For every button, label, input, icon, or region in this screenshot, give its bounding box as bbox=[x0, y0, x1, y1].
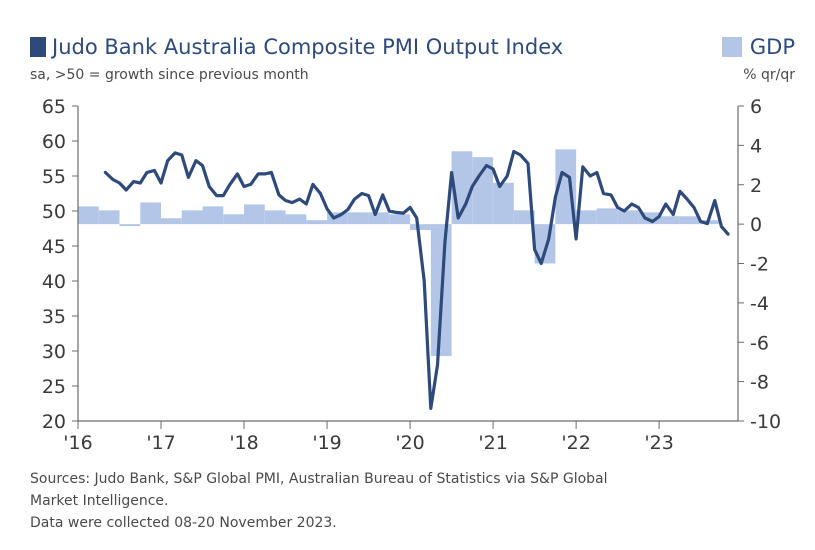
pmi-line bbox=[103, 149, 730, 410]
source-line: Data were collected 08-20 November 2023. bbox=[30, 515, 337, 531]
x-tick-label: '16 bbox=[63, 432, 92, 454]
gdp-bar bbox=[389, 214, 411, 225]
gdp-bar bbox=[368, 212, 390, 225]
left-tick-label: 55 bbox=[42, 166, 66, 188]
gdp-legend-swatch bbox=[721, 37, 742, 57]
gdp-bar bbox=[576, 210, 597, 225]
source-note: Sources: Judo Bank, S&P Global PMI, Aust… bbox=[30, 468, 790, 534]
gdp-bar bbox=[596, 208, 618, 225]
left-tick-label: 65 bbox=[42, 96, 66, 118]
gdp-bar bbox=[140, 202, 162, 225]
tick-labels: 20 25 30 35 40 45 50 55 60 65 -10 -8 -6 -4 -2 0 2 4 6 '16 '1… bbox=[42, 96, 781, 454]
gdp-bar bbox=[244, 204, 265, 225]
right-tick-label: -8 bbox=[750, 372, 769, 394]
gdp-bar bbox=[347, 212, 369, 225]
gdp-bar bbox=[679, 216, 701, 225]
right-tick-label: -6 bbox=[750, 332, 769, 354]
gdp-bar bbox=[181, 210, 203, 225]
gdp-bar bbox=[513, 210, 535, 225]
left-tick-label: 40 bbox=[42, 271, 66, 293]
gdp-legend-label: GDP bbox=[749, 35, 795, 59]
x-tick-label: '20 bbox=[395, 432, 424, 454]
chart-subtitle: sa, >50 = growth since previous month bbox=[30, 67, 309, 83]
left-tick-label: 20 bbox=[42, 411, 66, 433]
legend-gdp: GDP bbox=[721, 35, 795, 59]
gdp-bar bbox=[223, 214, 245, 225]
axes bbox=[72, 105, 744, 429]
gdp-bar bbox=[98, 210, 120, 225]
gdp-bar bbox=[617, 210, 639, 225]
left-tick-label: 30 bbox=[42, 341, 66, 363]
gdp-bar bbox=[78, 206, 99, 225]
gdp-bar bbox=[306, 220, 328, 225]
gdp-bar bbox=[410, 224, 431, 231]
legend-pmi: Judo Bank Australia Composite PMI Output… bbox=[30, 35, 563, 59]
gdp-bar bbox=[161, 218, 182, 225]
gdp-bar bbox=[119, 224, 141, 227]
gdp-bar bbox=[202, 206, 224, 225]
x-tick-label: '22 bbox=[561, 432, 590, 454]
gdp-bar bbox=[472, 157, 494, 225]
x-tick-label: '18 bbox=[229, 432, 258, 454]
left-tick-label: 50 bbox=[42, 201, 66, 223]
gdp-bar bbox=[264, 210, 286, 225]
right-tick-label: 4 bbox=[750, 135, 762, 157]
gdp-bar bbox=[285, 214, 307, 225]
gdp-bar bbox=[493, 182, 514, 225]
x-tick-label: '23 bbox=[644, 432, 673, 454]
x-tick-label: '21 bbox=[478, 432, 507, 454]
right-tick-label: 0 bbox=[750, 214, 762, 236]
source-line: Sources: Judo Bank, S&P Global PMI, Aust… bbox=[30, 471, 608, 487]
gdp-bar bbox=[659, 216, 680, 225]
right-tick-label: -2 bbox=[750, 254, 769, 276]
right-tick-label: -4 bbox=[750, 293, 769, 315]
left-tick-label: 25 bbox=[42, 376, 66, 398]
gdp-bar bbox=[327, 212, 348, 225]
pmi-line-group bbox=[103, 149, 730, 410]
right-axis-unit: % qr/qr bbox=[743, 67, 795, 83]
x-tick-label: '17 bbox=[146, 432, 175, 454]
gdp-bars bbox=[78, 149, 722, 357]
source-line: Market Intelligence. bbox=[30, 493, 169, 509]
pmi-legend-swatch bbox=[30, 37, 46, 57]
left-tick-label: 35 bbox=[42, 306, 66, 328]
gdp-bar bbox=[700, 220, 722, 225]
right-tick-label: 6 bbox=[750, 96, 762, 118]
x-tick-label: '19 bbox=[312, 432, 341, 454]
left-tick-label: 60 bbox=[42, 131, 66, 153]
right-tick-label: -10 bbox=[750, 411, 781, 433]
left-tick-label: 45 bbox=[42, 236, 66, 258]
right-tick-label: 2 bbox=[750, 175, 762, 197]
pmi-legend-label: Judo Bank Australia Composite PMI Output… bbox=[52, 35, 564, 59]
